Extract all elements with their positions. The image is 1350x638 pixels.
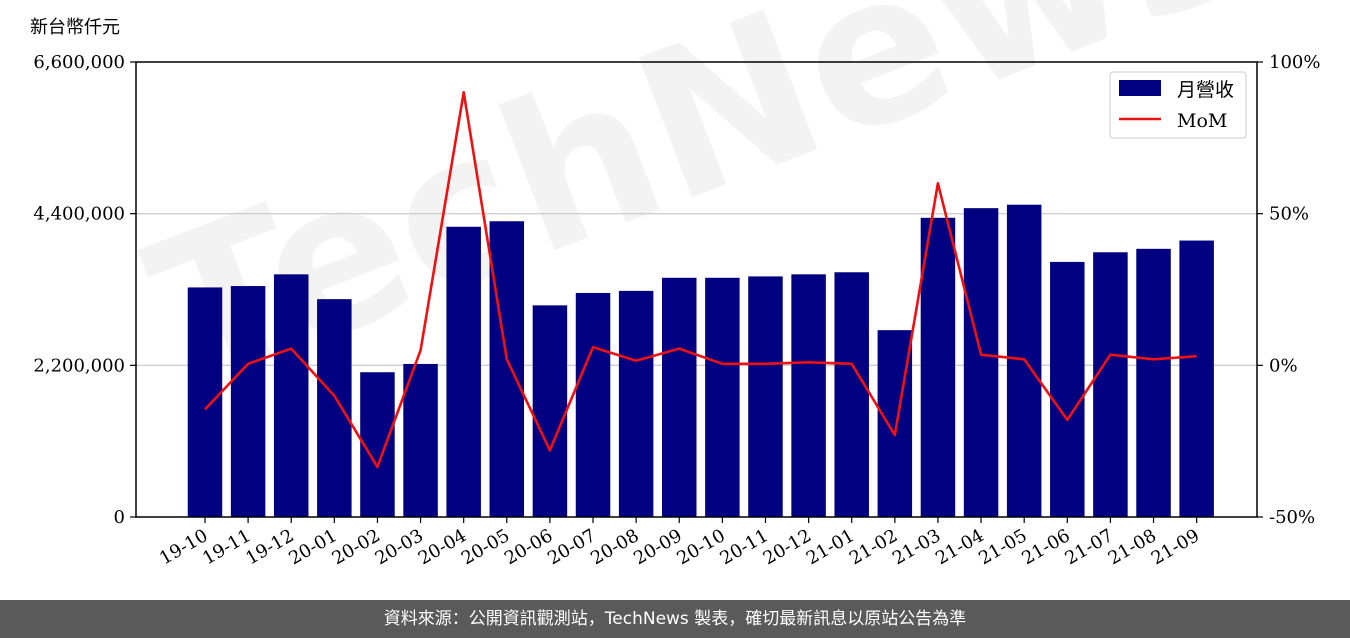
x-tick-label: 20-07 [544,525,599,569]
x-tick-label: 21-03 [889,525,944,569]
legend-bar-swatch [1119,80,1161,96]
revenue-chart: 新台幣仟元 TechNews 02,200,0004,400,0006,600,… [30,0,1320,569]
revenue-bar [575,292,611,517]
revenue-bar [1179,240,1214,517]
revenue-bar [1093,252,1128,518]
x-tick-label: 19-11 [199,525,254,569]
revenue-bar [705,277,740,517]
legend: 月營收 MoM [1109,71,1247,139]
y-axis-unit-label: 新台幣仟元 [30,17,120,38]
x-tick-label: 20-08 [587,525,642,569]
x-tick-label: 20-10 [673,525,728,569]
x-tick-label: 20-11 [717,525,772,569]
revenue-bar [791,274,826,517]
y-left-tick-label: 2,200,000 [33,355,125,376]
x-tick-label: 20-02 [329,525,384,569]
line-series-mom [204,91,1197,469]
revenue-bar [187,287,223,517]
legend-label-mom: MoM [1177,110,1227,132]
revenue-bar [532,305,568,517]
x-tick-label: 20-05 [458,525,513,569]
x-tick-label: 19-12 [242,525,297,569]
revenue-bar [963,208,999,517]
x-tick-label: 20-04 [415,525,470,569]
x-tick-label: 21-01 [803,525,858,569]
y-left-tick-label: 6,600,000 [33,52,125,73]
revenue-bar [1136,248,1171,518]
revenue-bar [618,290,654,517]
x-tick-label: 21-06 [1018,525,1073,569]
plot-frame [135,61,1258,518]
source-footer: 資料來源：公開資訊觀測站，TechNews 製表，確切最新訊息以原站公告為準 [0,600,1350,638]
x-tick-label: 20-03 [372,525,427,569]
revenue-bar [273,274,309,517]
bar-series-monthly-revenue [187,204,1214,518]
revenue-bar [748,276,783,517]
y-right-tick-label: 100% [1269,52,1320,73]
revenue-bar [360,372,395,517]
x-tick-label: 20-09 [630,525,685,569]
x-tick-label: 20-01 [285,525,340,569]
y-right-tick-label: 0% [1269,355,1298,376]
y-right-tick-label: -50% [1269,507,1315,528]
mom-line [204,91,1197,469]
x-tick-label: 21-08 [1105,525,1160,569]
revenue-bar [446,226,481,518]
x-tick-label: 21-05 [975,525,1030,569]
y-left-tick-label: 4,400,000 [33,204,125,225]
y-right-tick-label: 50% [1269,204,1309,225]
x-tick-label: 20-12 [760,525,815,569]
revenue-bar [920,217,956,517]
x-tick-label: 19-10 [156,525,211,569]
revenue-bar [662,277,697,517]
legend-label-revenue: 月營收 [1177,79,1234,101]
revenue-bar [230,286,266,517]
y-left-tick-label: 0 [114,507,125,528]
revenue-bar [1050,261,1085,517]
x-tick-label: 21-07 [1061,525,1116,569]
x-tick-label: 21-02 [846,525,901,569]
x-tick-label: 21-04 [932,525,987,569]
x-tick-label: 20-06 [501,525,556,569]
x-tick-label: 21-09 [1148,525,1203,569]
revenue-bar [834,272,869,517]
revenue-bar [403,363,438,517]
revenue-bar [489,221,525,517]
revenue-bar [317,299,352,517]
